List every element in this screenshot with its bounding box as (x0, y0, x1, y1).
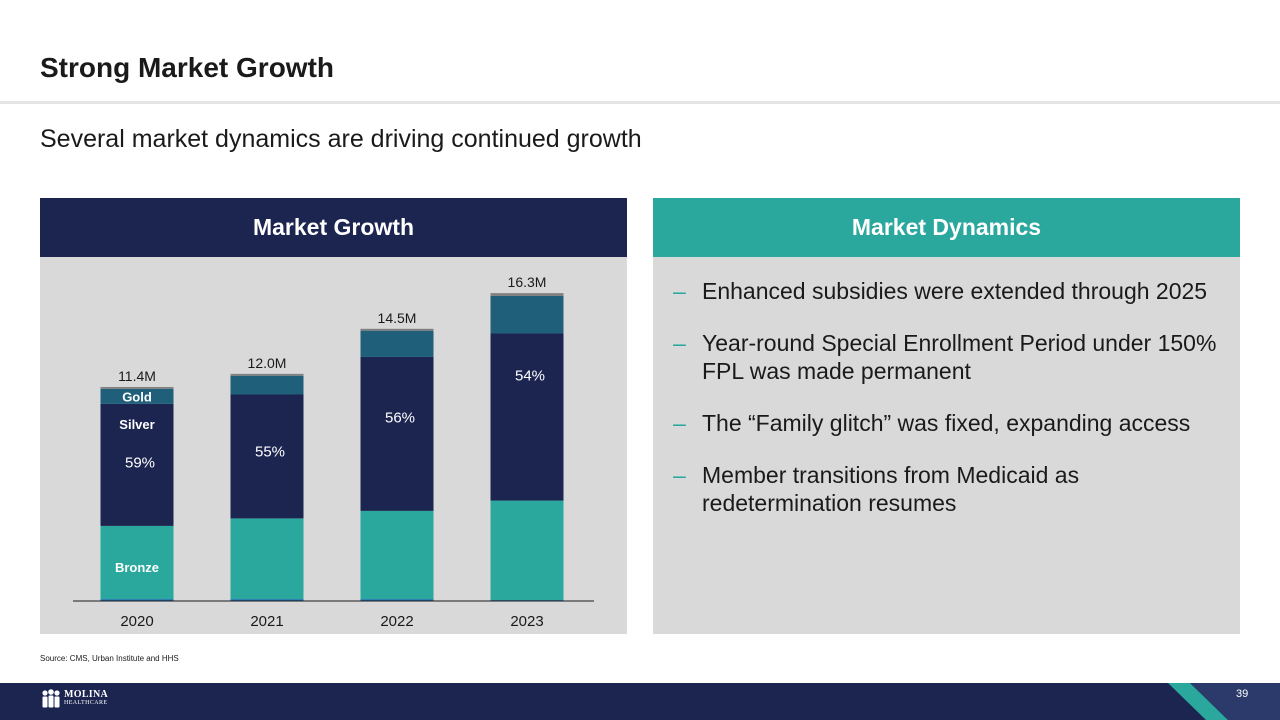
dash-marker: – (673, 330, 686, 356)
bar-segment-gold (360, 330, 434, 357)
logo-wordmark: MOLINA (64, 689, 109, 700)
total-label: 14.5M (378, 310, 417, 326)
total-label: 12.0M (248, 355, 287, 371)
bar-segment-gold (490, 295, 564, 334)
molina-logo: MOLINA HEALTHCARE (40, 689, 108, 709)
page-number: 39 (1236, 688, 1249, 700)
dash-marker: – (673, 278, 686, 304)
silver-share-label: 59% (125, 454, 155, 471)
footer-accent-shape (1168, 683, 1280, 720)
silver-share-label: 56% (385, 409, 415, 426)
total-label: 11.4M (118, 368, 156, 384)
dynamics-item: – Enhanced subsidies were extended throug… (673, 277, 1223, 305)
bar-segment-silver (490, 333, 564, 501)
bar-segment-platinum (360, 328, 434, 331)
bar-segment-catastrophic (360, 599, 434, 601)
bar-segment-gold (230, 375, 304, 395)
dynamics-item-text: Member transitions from Medicaid as rede… (702, 462, 1080, 516)
logo-subtext: HEALTHCARE (64, 700, 108, 706)
chart-labels: 11.4M 59% 2020 Gold Silver Bronze 12.0M 55% 2021… (115, 274, 546, 630)
bar-segment-platinum (490, 293, 564, 296)
dash-marker: – (673, 410, 686, 436)
series-label-bronze: Bronze (115, 560, 159, 575)
dynamics-item: – Year-round Special Enrollment Period un… (673, 329, 1223, 385)
bar-segment-bronze (100, 525, 174, 600)
dash-marker: – (673, 462, 686, 488)
bar-segment-bronze (490, 500, 564, 601)
silver-share-label: 54% (515, 367, 545, 384)
dynamics-item-text: The “Family glitch” was fixed, expanding… (702, 410, 1191, 436)
market-dynamics-list: – Enhanced subsidies were extended throug… (673, 277, 1223, 541)
source-note: Source: CMS, Urban Institute and HHS (40, 654, 179, 663)
bar-segment-silver (100, 403, 174, 526)
slide-subtitle: Several market dynamics are driving cont… (40, 125, 642, 153)
market-dynamics-header: Market Dynamics (653, 198, 1240, 257)
bar-segment-silver (230, 394, 304, 519)
market-growth-chart: 11.4M 59% 2020 Gold Silver Bronze 12.0M 55% 2021… (73, 274, 594, 630)
people-logo-icon (42, 689, 60, 708)
market-growth-header: Market Growth (40, 198, 627, 257)
x-tick-label: 2023 (510, 613, 543, 630)
market-growth-panel: Market Growth 11.4M 59% 2020 Gold Silver Bron… (40, 198, 627, 634)
market-dynamics-panel: Market Dynamics – Enhanced subsidies were… (653, 198, 1240, 634)
bar-segment-gold (100, 388, 174, 404)
title-divider (0, 101, 1280, 104)
x-tick-label: 2020 (120, 613, 153, 630)
chart-bars (100, 293, 564, 601)
bar-segment-silver (360, 356, 434, 511)
dynamics-item: – Member transitions from Medicaid as red… (673, 461, 1223, 517)
bar-segment-catastrophic (230, 599, 304, 601)
footer-bar: MOLINA HEALTHCARE 39 (0, 683, 1280, 720)
dynamics-item-text: Year-round Special Enrollment Period und… (702, 330, 1217, 384)
series-label-silver: Silver (119, 417, 154, 432)
series-label-gold: Gold (122, 389, 152, 404)
bar-segment-platinum (100, 386, 174, 389)
x-tick-label: 2022 (380, 613, 413, 630)
silver-share-label: 55% (255, 443, 285, 460)
slide-title: Strong Market Growth (40, 52, 335, 83)
x-tick-label: 2021 (250, 613, 283, 630)
dynamics-item: – The “Family glitch” was fixed, expandin… (673, 409, 1223, 437)
bar-segment-bronze (230, 518, 304, 600)
bar-segment-platinum (230, 373, 304, 376)
bar-segment-bronze (360, 510, 434, 600)
dynamics-item-text: Enhanced subsidies were extended through… (702, 278, 1208, 304)
total-label: 16.3M (508, 274, 547, 290)
bar-segment-catastrophic (100, 599, 174, 601)
